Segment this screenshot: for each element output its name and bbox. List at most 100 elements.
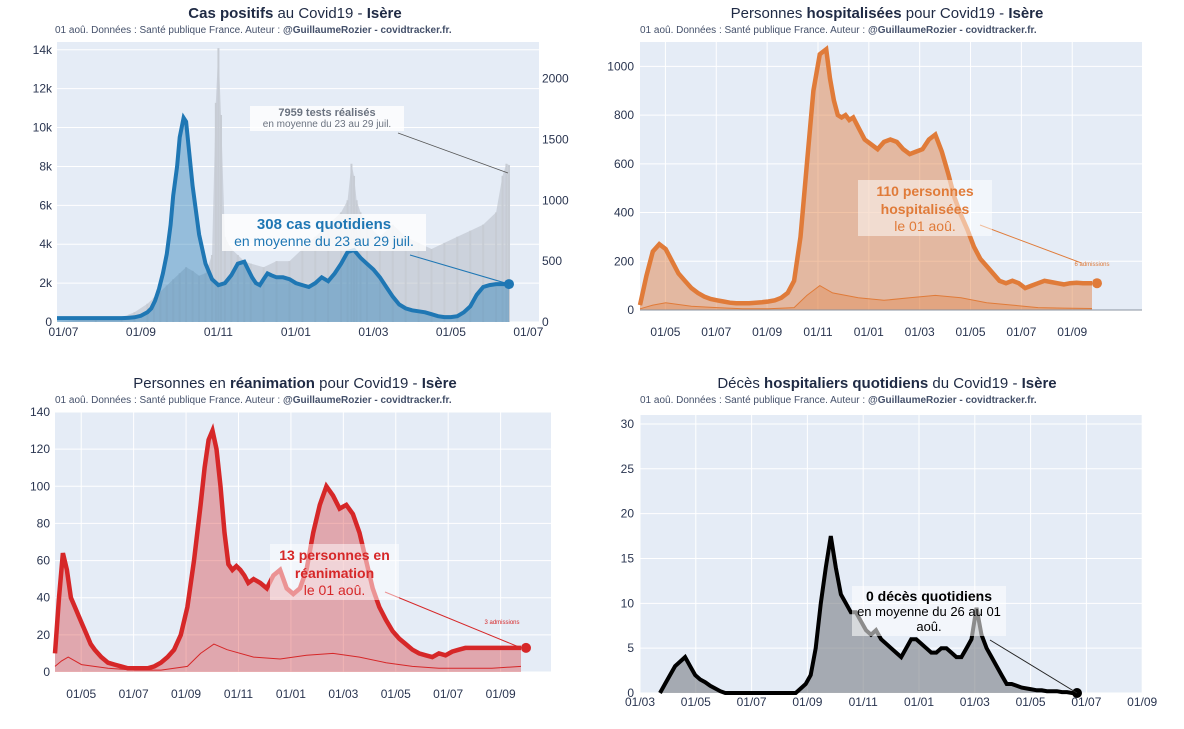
- annotation-deces: 0 décès quotidiens en moyenne du 26 au 0…: [852, 586, 1006, 636]
- chart-subtitle: 01 aoû. Données : Santé publique France.…: [640, 395, 1037, 406]
- tests-area: [57, 48, 509, 322]
- x-tick-label: 01/03: [358, 325, 388, 339]
- annotation-rea-sub: le 01 aoû.: [303, 582, 366, 598]
- y-tick-label: 100: [30, 479, 50, 493]
- annotation-arrow: [989, 639, 1078, 694]
- y-tick-label: 0: [45, 315, 52, 329]
- x-tick-label: 01/03: [625, 695, 655, 709]
- rea-area: [55, 430, 521, 672]
- annotation-arrow: [409, 254, 510, 285]
- chart-title: Personnes en réanimation pour Covid19 - …: [0, 375, 590, 392]
- title-bold-part: Isère: [1008, 5, 1044, 22]
- y-tick-label: 20: [621, 507, 635, 521]
- chart-subtitle: 01 aoû. Données : Santé publique France.…: [55, 25, 452, 36]
- x-tick-label: 01/05: [681, 695, 711, 709]
- x-tick-label: 01/05: [1016, 695, 1046, 709]
- x-tick-label: 01/01: [281, 325, 311, 339]
- deces-area: [660, 536, 1077, 693]
- title-bold-part: Isère: [1021, 375, 1057, 392]
- y-tick-label: 25: [621, 462, 635, 476]
- x-tick-label: 01/01: [854, 325, 884, 339]
- title-bold-part: Cas positifs: [188, 5, 274, 22]
- rea-line: [52, 423, 521, 671]
- y2-tick-label: 500: [542, 254, 562, 268]
- title-bold-part: Isère: [366, 5, 402, 22]
- x-tick-label: 01/09: [1127, 695, 1157, 709]
- x-tick-label: 01/07: [1006, 325, 1036, 339]
- y-tick-label: 40: [37, 591, 51, 605]
- y-tick-label: 6k: [39, 198, 53, 212]
- x-tick-label: 01/01: [276, 687, 306, 701]
- x-tick-label: 01/03: [905, 325, 935, 339]
- chart-hosp: Personnes hospitalisées pour Covid19 - I…: [590, 0, 1184, 350]
- y-tick-label: 5: [627, 641, 634, 655]
- rea-plot[interactable]: 0 20 40 60 80 100 120 140 01/05 01/07 01/09 01/11 01…: [0, 370, 590, 729]
- y-tick-label: 80: [37, 516, 51, 530]
- x-tick-label: 01/11: [224, 687, 253, 701]
- title-bold-part: hospitaliers quotidiens: [764, 375, 929, 392]
- x-tick-label: 01/07: [513, 325, 543, 339]
- x-tick-label: 01/01: [904, 695, 934, 709]
- x-tick-label: 01/05: [381, 687, 411, 701]
- subtitle-text: 01 aoû. Données : Santé publique France.…: [640, 25, 868, 36]
- annotation-tests-main: 7959 tests réalisés: [278, 107, 376, 119]
- y-tick-label: 14k: [33, 43, 53, 57]
- annotation-hosp: 110 personnes hospitalisées le 01 aoû.: [858, 180, 992, 236]
- subtitle-text: 01 aoû. Données : Santé publique France.…: [55, 25, 283, 36]
- title-part: Personnes en: [133, 375, 230, 392]
- title-part: pour Covid19 -: [901, 5, 1009, 22]
- annotation-cases: 308 cas quotidiens en moyenne du 23 au 2…: [222, 214, 426, 251]
- y-tick-label: 10: [621, 596, 635, 610]
- y2-tick-label: 1500: [542, 132, 569, 146]
- chart-deces: Décès hospitaliers quotidiens du Covid19…: [590, 370, 1184, 729]
- annotation-rea-main: 13 personnes en réanimation: [279, 547, 390, 581]
- x-tick-label: 01/07: [1071, 695, 1101, 709]
- y-tick-label: 15: [621, 551, 635, 565]
- x-tick-label: 01/07: [737, 695, 767, 709]
- admissions-line: [54, 643, 522, 671]
- annotation-hosp-main: 110 personnes hospitalisées: [876, 183, 974, 217]
- cases-plot[interactable]: 0 2k 4k 6k 8k 10k 12k 14k 0 500 1000 1500 2000 01/07 0…: [0, 0, 590, 350]
- x-tick-label: 01/07: [433, 687, 463, 701]
- annotation-deces-main: 0 décès quotidiens: [865, 588, 993, 604]
- x-tick-label: 01/09: [486, 687, 516, 701]
- y-tick-label: 20: [37, 628, 51, 642]
- y-tick-label: 10k: [33, 121, 53, 135]
- title-part: au Covid19 -: [273, 5, 367, 22]
- hosp-area: [640, 49, 1092, 311]
- annotation-rea-small: 3 admissions: [484, 620, 520, 626]
- y-tick-label: 0: [627, 686, 634, 700]
- x-tick-label: 01/07: [701, 325, 731, 339]
- chart-title: Décès hospitaliers quotidiens du Covid19…: [590, 375, 1184, 392]
- annotation-tests-sub: en moyenne du 23 au 29 juil.: [262, 119, 392, 130]
- x-tick-label: 01/09: [752, 325, 782, 339]
- subtitle-text: 01 aoû. Données : Santé publique France.…: [640, 395, 868, 406]
- x-tick-label: 01/03: [328, 687, 358, 701]
- annotation-cases-sub: en moyenne du 23 au 29 juil.: [234, 233, 414, 249]
- y-tick-label: 8k: [39, 159, 53, 173]
- annotation-cases-main: 308 cas quotidiens: [256, 216, 392, 233]
- cases-line: [57, 112, 509, 321]
- y2-tick-label: 2000: [542, 72, 569, 86]
- chart-subtitle: 01 aoû. Données : Santé publique France.…: [640, 25, 1037, 36]
- hosp-plot[interactable]: 0 200 400 600 800 1000 01/05 01/07 01/09 01/11 01/…: [590, 0, 1184, 350]
- y2-tick-label: 1000: [542, 193, 569, 207]
- admissions-area: [640, 285, 1092, 310]
- y-tick-label: 60: [37, 554, 51, 568]
- plot-background: [640, 42, 1142, 310]
- subtitle-text: 01 aoû. Données : Santé publique France.…: [55, 395, 283, 406]
- subtitle-author: @GuillaumeRozier - covidtracker.fr.: [867, 395, 1037, 406]
- x-tick-label: 01/05: [66, 687, 96, 701]
- chart-subtitle: 01 aoû. Données : Santé publique France.…: [55, 395, 452, 406]
- deces-plot[interactable]: 0 5 10 15 20 25 30 01/03 01/05 01/07 01/09 01/11 01/…: [590, 370, 1184, 729]
- x-tick-label: 01/07: [119, 687, 149, 701]
- hosp-line: [637, 45, 1092, 306]
- subtitle-author: @GuillaumeRozier - covidtracker.fr.: [282, 25, 452, 36]
- annotation-hosp-small: 6 admissions: [1074, 262, 1110, 268]
- y-tick-label: 0: [627, 303, 634, 317]
- annotation-rea: 13 personnes en réanimation le 01 aoû.: [270, 544, 399, 600]
- title-bold-part: réanimation: [229, 375, 315, 392]
- annotation-arrow: [397, 132, 509, 174]
- annotation-tests: 7959 tests réalisés en moyenne du 23 au …: [250, 106, 404, 131]
- plot-background: [55, 412, 551, 672]
